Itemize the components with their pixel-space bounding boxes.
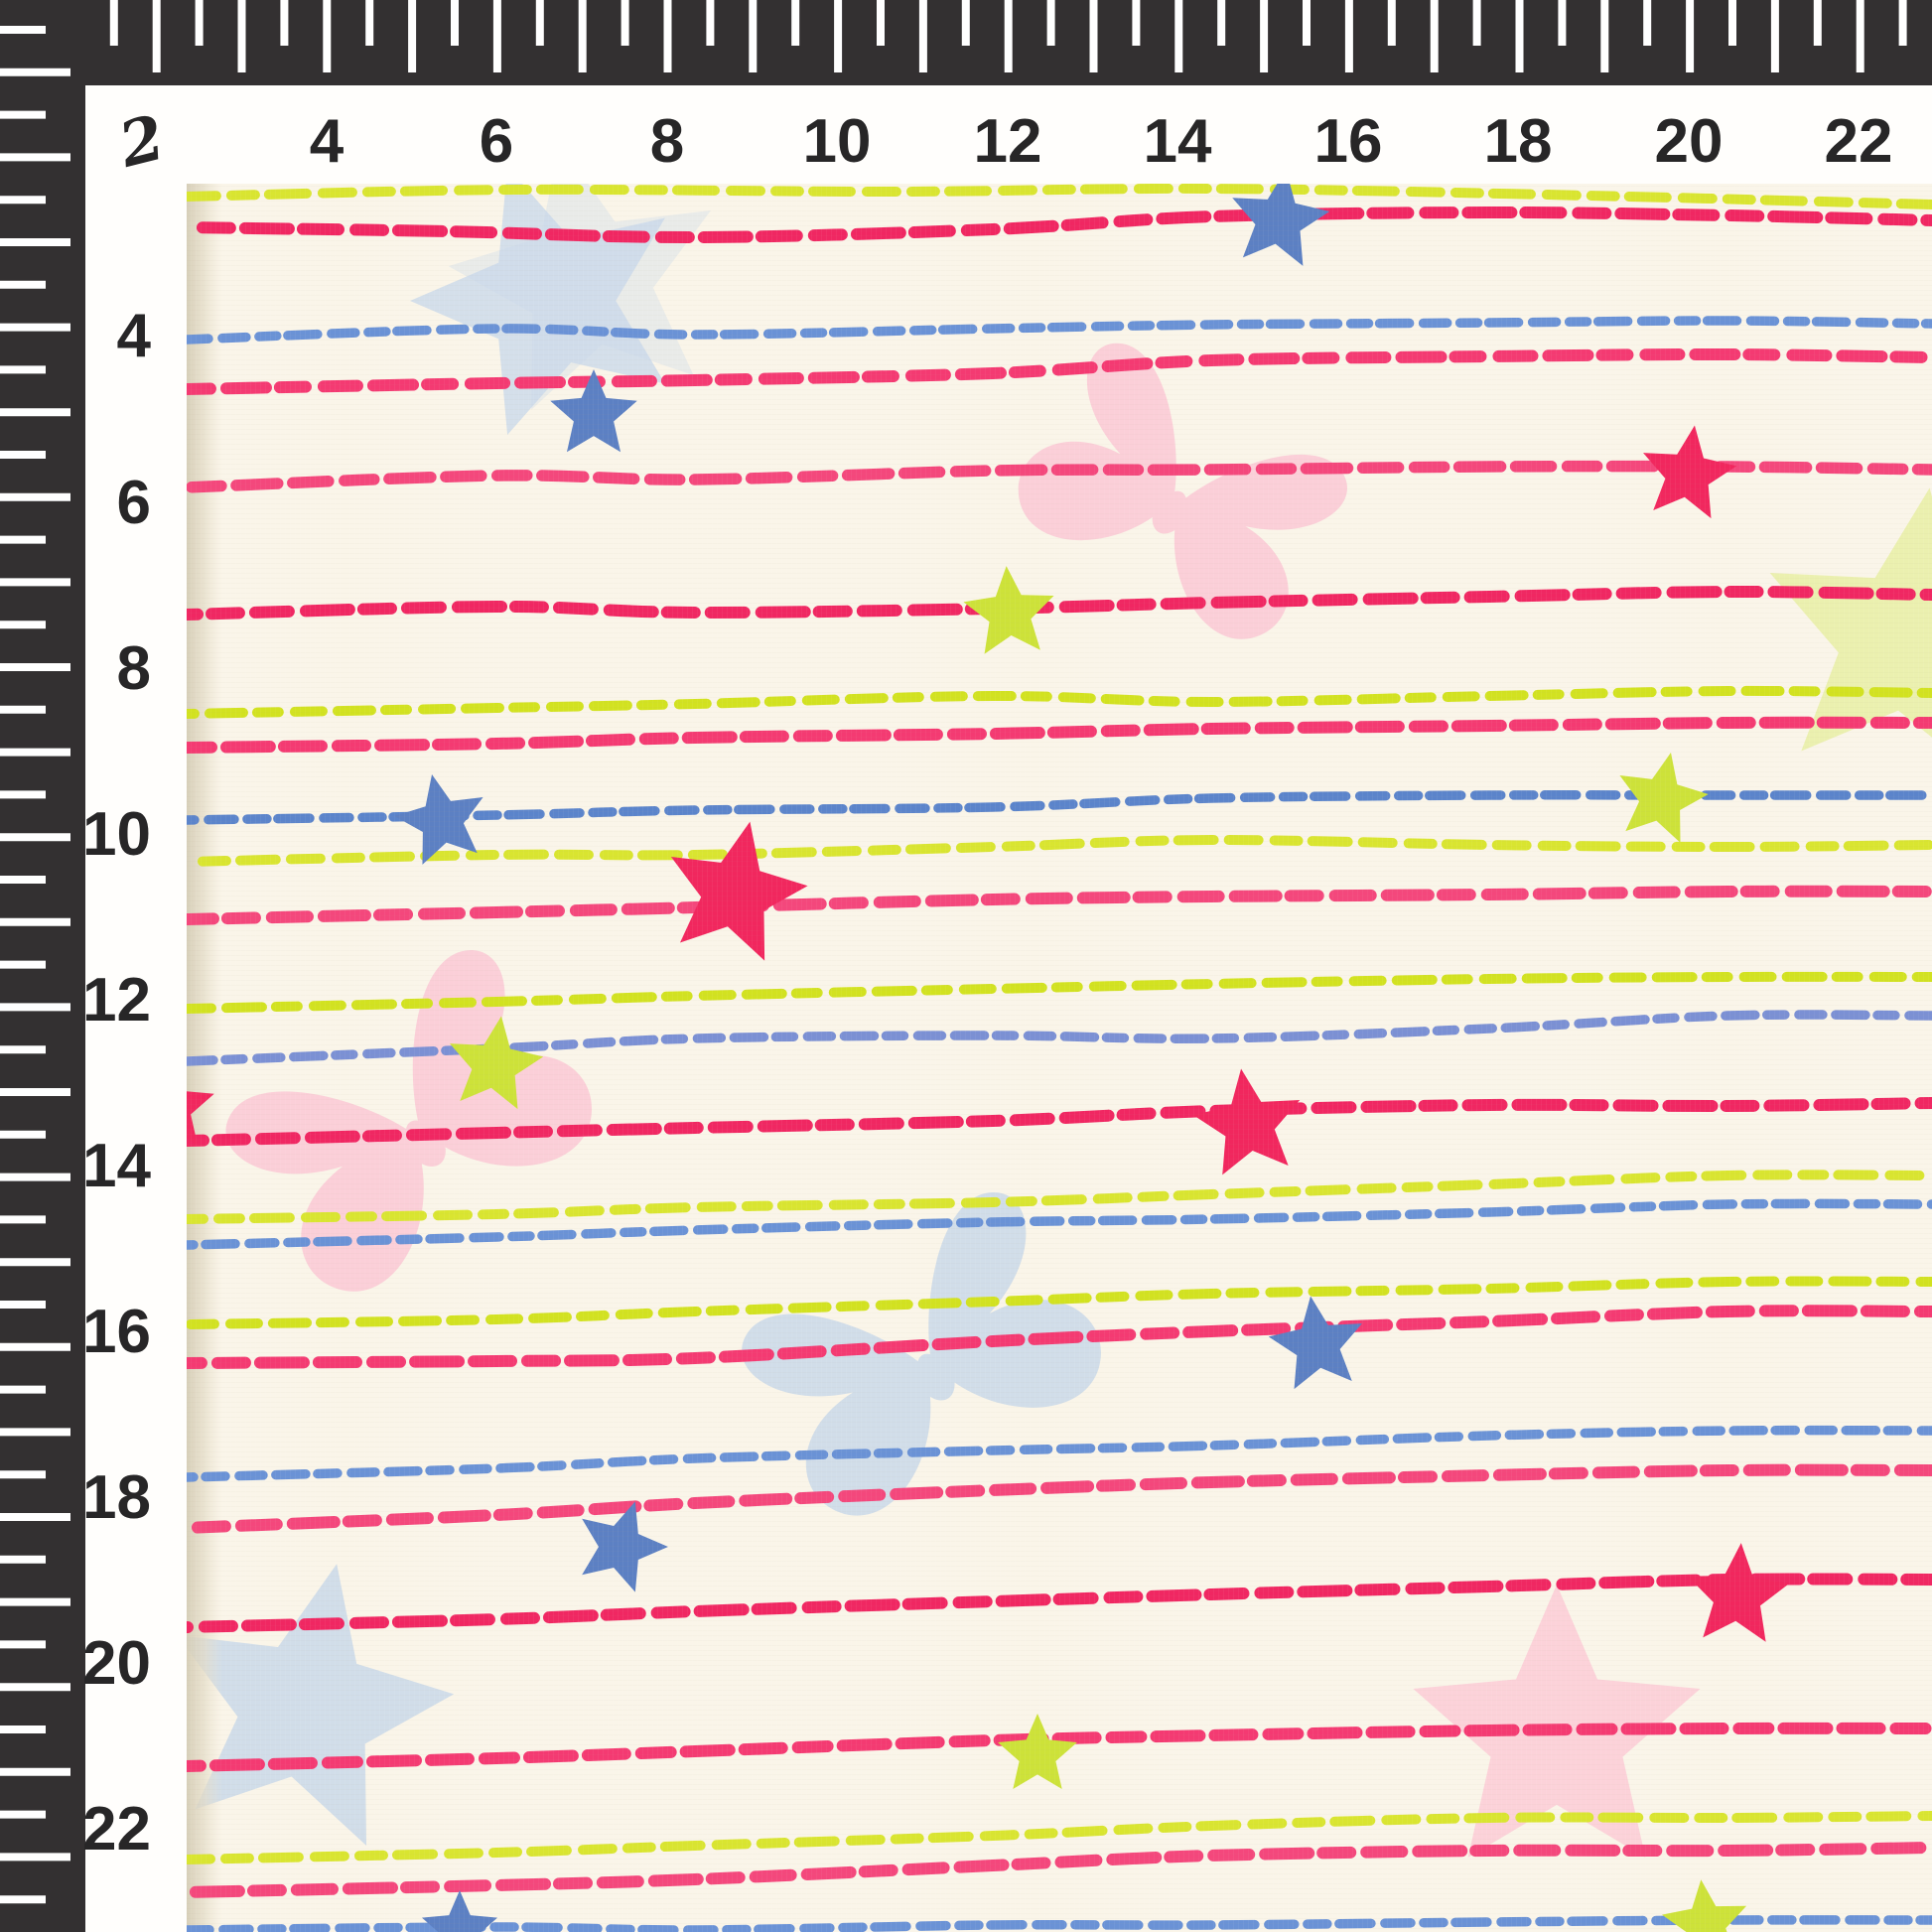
ruler-number-label: 16 (1314, 107, 1383, 176)
ruler-number-label: 20 (82, 1629, 151, 1698)
ruler-number-label: 14 (1144, 107, 1212, 176)
ruler-number-label: 4 (117, 302, 152, 370)
ruler-number-label: 4 (310, 107, 345, 176)
ruler-number-label: 8 (650, 107, 684, 176)
fabric-texture (187, 184, 1932, 1932)
ruler-number-label: 14 (82, 1132, 151, 1200)
ruler-number-label: 16 (82, 1298, 151, 1366)
ruler-number-label: 8 (117, 634, 151, 703)
ruler-number-label: 2 (111, 101, 171, 183)
ruler-number-label: 6 (117, 469, 151, 537)
ruler-number-label: 6 (480, 107, 513, 176)
ruler-number-label: 18 (1484, 107, 1553, 176)
ruler-number-label: 22 (82, 1795, 151, 1863)
ruler-number-label: 12 (82, 966, 151, 1035)
ruler-number-label: 20 (1655, 107, 1724, 176)
top-ruler: 2 4 6 8 10 12 14 16 18 20 22 (0, 0, 1932, 182)
left-ruler: 4 6 8 10 12 14 16 18 20 22 (0, 0, 152, 1932)
ruler-number-label: 18 (82, 1463, 151, 1532)
ruler-number-label: 10 (803, 107, 872, 176)
fabric-print (187, 184, 1932, 1932)
ruler-number-label: 22 (1825, 107, 1893, 176)
ruler-number-label: 12 (974, 107, 1042, 176)
ruler-number-label: 10 (82, 800, 151, 869)
